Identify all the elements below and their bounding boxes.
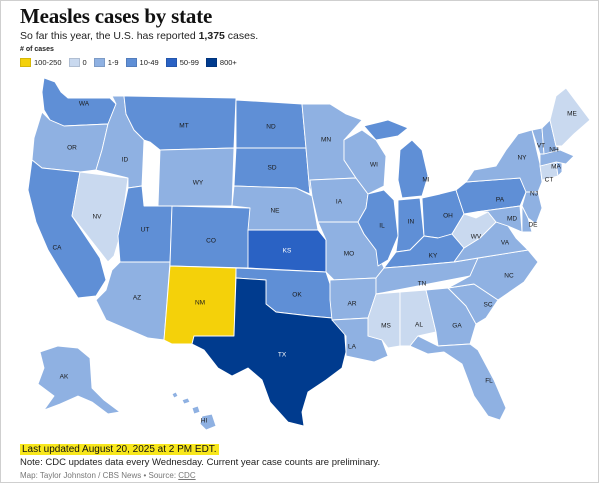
state-me[interactable] [549, 87, 590, 147]
state-label-nh: NH [549, 147, 559, 154]
state-labels-layer: WA OR CA NV ID MT WY UT AZ NM CO ND SD N… [52, 101, 577, 425]
state-wy[interactable] [157, 147, 235, 207]
state-wi[interactable] [343, 129, 387, 195]
legend-item-1-9: 1-9 [93, 58, 119, 67]
legend-swatch [93, 58, 105, 67]
last-updated: Last updated August 20, 2025 at 2 PM EDT… [20, 444, 219, 455]
state-label-mo: MO [344, 251, 354, 258]
legend-label: 800+ [219, 58, 237, 67]
state-ny[interactable] [465, 129, 543, 193]
state-label-la: LA [348, 344, 357, 351]
legend: 100-250 0 1-9 10-49 50-99 800+ [20, 58, 237, 67]
state-label-ky: KY [429, 253, 438, 260]
state-label-wv: WV [471, 234, 482, 241]
state-label-mt: MT [179, 123, 188, 130]
state-label-sc: SC [483, 302, 492, 309]
legend-item-800-plus: 800+ [205, 58, 237, 67]
legend-label: 100-250 [34, 58, 62, 67]
state-label-wa: WA [79, 101, 90, 108]
state-label-sd: SD [267, 165, 276, 172]
state-label-wy: WY [193, 180, 204, 187]
state-label-de: DE [528, 222, 538, 229]
state-mi[interactable] [363, 119, 429, 199]
state-de[interactable] [521, 205, 533, 233]
state-label-vt: VT [537, 143, 545, 150]
legend-swatch [165, 58, 177, 67]
subtitle-suffix: cases. [224, 30, 259, 42]
state-label-ne: NE [270, 208, 280, 215]
subtitle-prefix: So far this year, the U.S. has reported [20, 30, 199, 42]
state-label-or: OR [67, 145, 77, 152]
state-label-nj: NJ [530, 191, 538, 198]
state-label-nd: ND [266, 124, 276, 131]
state-il[interactable] [357, 189, 399, 267]
legend-swatch [20, 58, 31, 67]
state-label-ca: CA [52, 245, 62, 252]
state-label-in: IN [408, 219, 415, 226]
state-label-pa: PA [496, 197, 505, 204]
chart-title: Measles cases by state [20, 4, 213, 28]
state-hi[interactable] [171, 391, 217, 431]
state-label-mi: MI [422, 177, 429, 184]
state-tx[interactable] [191, 277, 347, 427]
legend-label: 0 [82, 58, 87, 67]
state-label-hi: HI [201, 418, 208, 425]
state-label-id: ID [122, 157, 129, 164]
state-label-ar: AR [347, 301, 356, 308]
state-label-ak: AK [60, 374, 69, 381]
state-label-co: CO [206, 238, 216, 245]
state-label-ms: MS [381, 323, 391, 330]
state-label-va: VA [501, 240, 510, 247]
legend-label: 50-99 [179, 58, 199, 67]
state-md[interactable] [475, 205, 523, 233]
state-label-ok: OK [292, 292, 302, 299]
state-label-ny: NY [517, 155, 527, 162]
legend-item-10-49: 10-49 [125, 58, 159, 67]
legend-item-100-250: 100-250 [20, 58, 62, 67]
us-choropleth-map: WA OR CA NV ID MT WY UT AZ NM CO ND SD N… [27, 77, 590, 431]
state-label-wi: WI [370, 162, 378, 169]
state-label-az: AZ [133, 295, 141, 302]
state-label-il: IL [379, 223, 385, 230]
state-label-al: AL [415, 322, 423, 329]
legend-title: # of cases [20, 46, 54, 53]
states-layer [27, 77, 590, 431]
state-label-nc: NC [504, 273, 514, 280]
state-label-ga: GA [452, 323, 462, 330]
state-label-mn: MN [321, 137, 331, 144]
legend-swatch [205, 58, 217, 67]
credit-text: Map: Taylor Johnston / CBS News • Source… [20, 471, 179, 480]
state-ak[interactable] [37, 345, 121, 415]
data-note: Note: CDC updates data every Wednesday. … [20, 457, 381, 468]
chart-subtitle: So far this year, the U.S. has reported … [20, 30, 258, 42]
legend-item-0: 0 [68, 58, 87, 67]
state-label-nm: NM [195, 300, 205, 307]
state-label-ut: UT [141, 227, 150, 234]
state-label-me: ME [567, 111, 577, 118]
total-cases: 1,375 [198, 30, 225, 42]
state-label-ma: MA [551, 164, 561, 171]
state-label-ks: KS [283, 248, 292, 255]
state-label-fl: FL [485, 378, 493, 385]
legend-swatch [125, 58, 137, 67]
state-label-nv: NV [92, 214, 102, 221]
source-link[interactable]: CDC [178, 471, 196, 480]
state-label-oh: OH [443, 213, 453, 220]
state-mt[interactable] [123, 95, 237, 151]
state-label-ct: CT [545, 177, 554, 184]
state-fl[interactable] [409, 335, 507, 421]
legend-item-50-99: 50-99 [165, 58, 199, 67]
legend-swatch [68, 58, 80, 67]
legend-label: 10-49 [139, 58, 159, 67]
state-label-ia: IA [336, 199, 343, 206]
credit-line: Map: Taylor Johnston / CBS News • Source… [20, 471, 196, 480]
legend-label: 1-9 [107, 58, 119, 67]
state-label-md: MD [507, 216, 517, 223]
state-label-tn: TN [418, 281, 427, 288]
state-label-tx: TX [278, 352, 287, 359]
